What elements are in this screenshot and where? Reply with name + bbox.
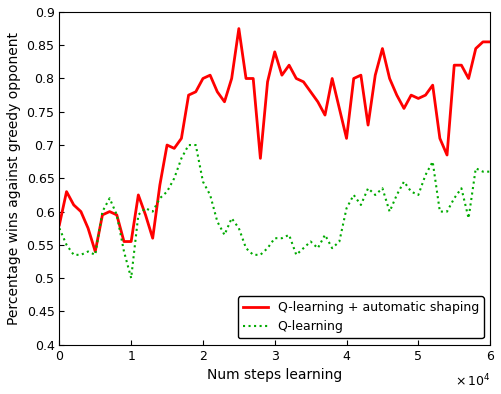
Q-learning + automatic shaping [92, 249, 98, 254]
Q-learning + automatic shaping [164, 143, 170, 147]
Q-learning [164, 189, 170, 194]
Q-learning [56, 226, 62, 230]
Q-learning [221, 232, 227, 237]
Q-learning + automatic shaping [444, 152, 450, 157]
Text: $\times\,10^4$: $\times\,10^4$ [454, 373, 490, 390]
Q-learning [128, 276, 134, 281]
Q-learning [150, 209, 156, 214]
Q-learning [487, 169, 493, 174]
Q-learning + automatic shaping [487, 39, 493, 44]
Q-learning + automatic shaping [214, 89, 220, 94]
Q-learning [301, 246, 307, 251]
Q-learning + automatic shaping [150, 236, 156, 241]
Q-learning + automatic shaping [56, 223, 62, 227]
Q-learning + automatic shaping [236, 26, 242, 31]
Q-learning + automatic shaping [301, 80, 307, 84]
Q-learning [444, 209, 450, 214]
X-axis label: Num steps learning: Num steps learning [207, 368, 342, 382]
Q-learning + automatic shaping [329, 76, 335, 81]
Line: Q-learning + automatic shaping: Q-learning + automatic shaping [59, 29, 490, 251]
Q-learning [329, 246, 335, 251]
Y-axis label: Percentage wins against greedy opponent: Percentage wins against greedy opponent [7, 32, 21, 325]
Q-learning [185, 143, 191, 147]
Line: Q-learning: Q-learning [59, 145, 490, 278]
Legend: Q-learning + automatic shaping, Q-learning: Q-learning + automatic shaping, Q-learni… [237, 296, 484, 338]
